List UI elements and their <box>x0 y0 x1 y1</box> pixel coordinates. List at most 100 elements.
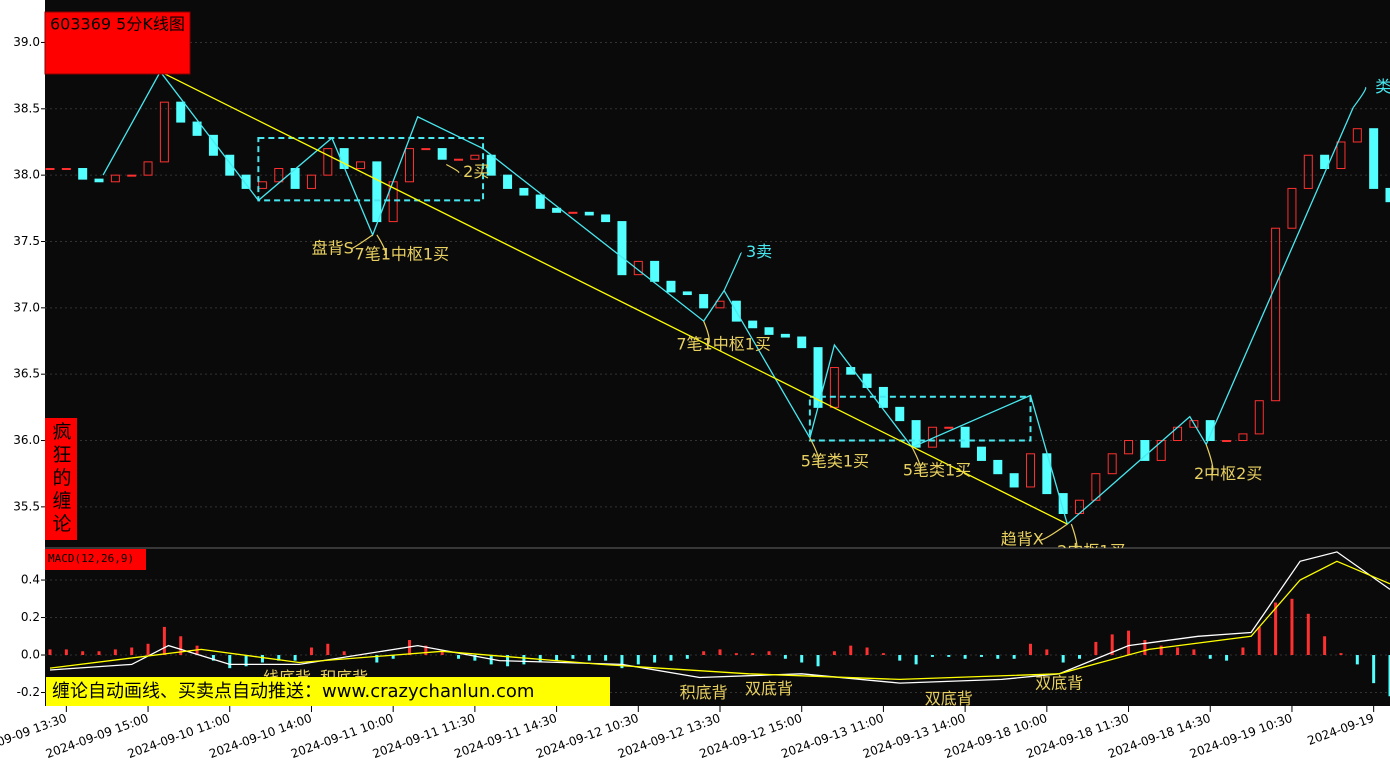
candle <box>764 327 774 335</box>
macd-bar <box>1176 647 1180 656</box>
candle <box>78 168 88 180</box>
annotation: 盘背S <box>312 238 354 257</box>
banner: 缠论自动画线、买卖点自动推送：www.crazychanlun.com <box>52 681 534 702</box>
candle <box>748 320 758 329</box>
candle <box>650 260 660 282</box>
candle <box>617 221 627 276</box>
candle <box>192 121 202 136</box>
macd-bar <box>734 653 738 656</box>
macd-bar <box>669 655 673 661</box>
y-tick-label: -0.2 <box>17 685 40 699</box>
macd-bar <box>179 636 183 656</box>
candle <box>225 154 235 176</box>
macd-bar <box>1045 649 1049 656</box>
macd-bar <box>1208 655 1212 659</box>
macd-bar <box>293 655 297 661</box>
macd-bar <box>260 655 264 663</box>
annotation: 2买 <box>463 162 489 181</box>
macd-bar <box>64 649 68 656</box>
macd-bar <box>457 655 461 659</box>
macd-bar <box>391 655 395 659</box>
candle <box>1385 187 1390 203</box>
candle <box>944 426 954 429</box>
macd-bar <box>1388 655 1390 697</box>
macd-bar <box>1012 655 1016 659</box>
candle <box>274 168 284 183</box>
macd-bar <box>146 643 150 656</box>
candle <box>584 211 594 216</box>
y-tick-label: 36.5 <box>13 367 40 381</box>
annotation-arrow <box>703 320 710 346</box>
pivot-box <box>808 395 1032 442</box>
annotation: 积底背 <box>680 683 728 702</box>
macd-bar <box>996 655 1000 659</box>
macd-bar <box>881 653 885 656</box>
macd-bar <box>604 655 608 661</box>
macd-bar <box>326 643 330 656</box>
trend-line <box>160 71 1068 525</box>
macd-bar <box>1127 630 1131 656</box>
candle <box>960 426 970 448</box>
candle <box>1352 128 1362 143</box>
annotation: 趋背X <box>1001 530 1044 549</box>
candle <box>1124 440 1134 455</box>
macd-bar <box>130 647 134 656</box>
candle <box>1058 493 1068 515</box>
candle <box>323 148 333 176</box>
macd-bar <box>228 655 232 669</box>
candle <box>1287 187 1297 229</box>
candle <box>470 154 480 160</box>
candle <box>94 178 104 183</box>
macd-bar <box>1061 655 1065 663</box>
candle <box>976 446 986 461</box>
macd-bar <box>1290 598 1294 656</box>
candle <box>911 420 921 448</box>
candle <box>895 406 905 422</box>
macd-bar <box>522 655 526 665</box>
candle <box>1303 154 1313 189</box>
macd-bar <box>1028 643 1032 656</box>
macd-bar <box>1241 647 1245 656</box>
annotation-arrow <box>809 437 820 463</box>
macd-title: MACD(12,26,9) <box>48 552 134 565</box>
annotation: 5笔类1买 <box>903 461 971 480</box>
dif-line <box>49 551 1390 684</box>
candle <box>1254 400 1264 435</box>
annotation: 3卖 <box>746 242 772 261</box>
macd-bar <box>718 649 722 656</box>
candle <box>1091 473 1101 501</box>
banner-box <box>46 677 610 706</box>
annotation-arrow <box>1352 86 1367 108</box>
macd-bar <box>914 655 918 665</box>
macd-bar <box>1159 645 1163 656</box>
candle <box>1205 420 1215 442</box>
candle <box>45 168 55 171</box>
candle <box>241 174 251 189</box>
candle <box>1238 433 1248 442</box>
candle <box>1140 440 1150 461</box>
macd-bar <box>571 655 575 659</box>
candle <box>503 174 513 189</box>
macd-bar <box>81 651 85 656</box>
candle <box>355 161 365 170</box>
y-tick-label: 37.0 <box>13 300 40 314</box>
candle <box>797 336 807 349</box>
y-tick-label: 35.5 <box>13 499 40 513</box>
macd-bar <box>1078 655 1082 659</box>
candle <box>699 294 709 309</box>
candle <box>1107 453 1117 475</box>
candle <box>1320 154 1330 170</box>
macd-bar <box>620 655 624 669</box>
candle <box>862 373 872 388</box>
annotation: 7笔1中枢1买 <box>355 244 450 263</box>
macd-bar <box>865 647 869 656</box>
y-tick-label: 37.5 <box>13 234 40 248</box>
macd-bar <box>636 655 640 665</box>
candle <box>454 158 464 161</box>
y-tick-label: 0.4 <box>21 573 40 587</box>
y-tick-label: 36.0 <box>13 433 40 447</box>
macd-bar <box>48 649 52 656</box>
candle <box>1369 128 1379 189</box>
annotation: 5笔类1买 <box>801 451 869 470</box>
macd-bar <box>97 651 101 656</box>
